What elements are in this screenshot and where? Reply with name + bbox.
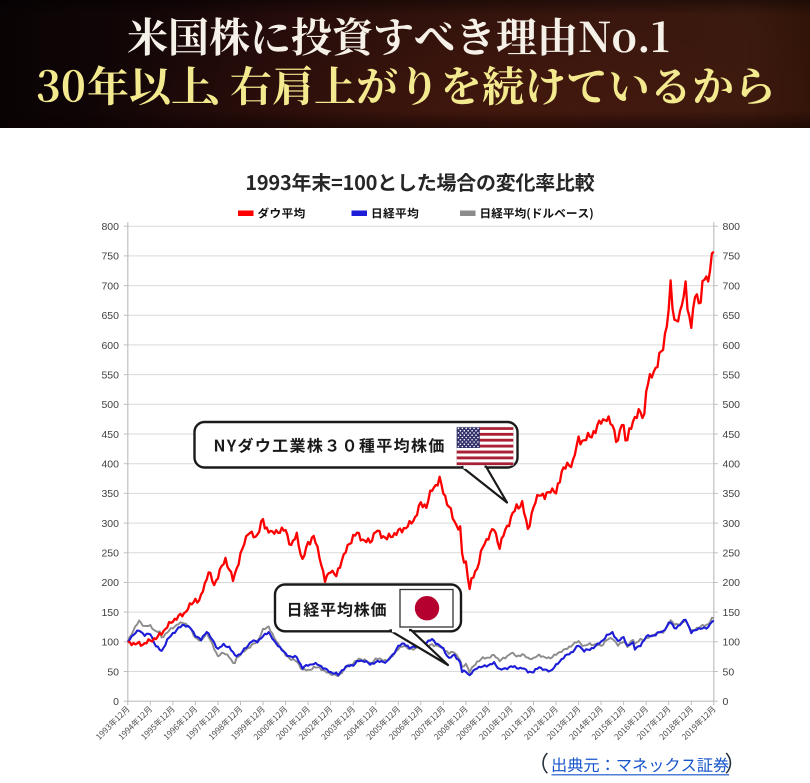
svg-text:600: 600 (101, 340, 119, 352)
svg-text:250: 250 (723, 548, 741, 560)
svg-text:750: 750 (723, 251, 741, 263)
svg-text:100: 100 (723, 637, 741, 649)
svg-text:150: 150 (101, 607, 119, 619)
svg-text:200: 200 (723, 577, 741, 589)
svg-text:400: 400 (101, 459, 119, 471)
svg-text:650: 650 (101, 310, 119, 322)
svg-text:200: 200 (101, 577, 119, 589)
svg-text:0: 0 (723, 696, 729, 708)
svg-text:300: 300 (723, 518, 741, 530)
svg-text:700: 700 (101, 280, 119, 292)
svg-text:600: 600 (723, 340, 741, 352)
svg-text:300: 300 (101, 518, 119, 530)
svg-text:750: 750 (101, 251, 119, 263)
svg-text:350: 350 (101, 488, 119, 500)
svg-text:150: 150 (723, 607, 741, 619)
svg-text:350: 350 (723, 488, 741, 500)
svg-text:400: 400 (723, 459, 741, 471)
svg-text:0: 0 (113, 696, 119, 708)
svg-text:800: 800 (723, 221, 741, 233)
svg-text:450: 450 (101, 429, 119, 441)
svg-text:100: 100 (101, 637, 119, 649)
svg-text:500: 500 (723, 399, 741, 411)
svg-text:550: 550 (101, 369, 119, 381)
svg-text:550: 550 (723, 369, 741, 381)
svg-text:50: 50 (723, 666, 735, 678)
svg-text:650: 650 (723, 310, 741, 322)
svg-text:250: 250 (101, 548, 119, 560)
svg-text:50: 50 (107, 666, 119, 678)
svg-text:700: 700 (723, 280, 741, 292)
svg-text:450: 450 (723, 429, 741, 441)
svg-text:800: 800 (101, 221, 119, 233)
svg-text:500: 500 (101, 399, 119, 411)
